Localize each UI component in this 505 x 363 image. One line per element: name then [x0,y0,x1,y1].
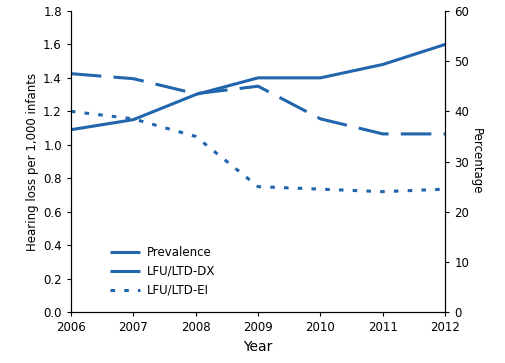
LFU/LTD-EI [317,187,323,191]
LFU/LTD-DX [317,117,323,121]
Y-axis label: Percentage: Percentage [469,128,482,195]
Prevalence [130,118,136,122]
Prevalence [192,93,198,97]
LFU/LTD-DX [379,132,385,136]
LFU/LTD-DX [441,132,447,136]
Line: Prevalence: Prevalence [71,44,444,130]
LFU/LTD-EI [192,134,198,139]
Prevalence [68,127,74,132]
LFU/LTD-EI [255,184,261,189]
Prevalence [441,42,447,46]
Prevalence [255,76,261,80]
X-axis label: Year: Year [243,340,272,354]
LFU/LTD-DX [130,77,136,81]
LFU/LTD-EI [130,117,136,121]
Line: LFU/LTD-DX: LFU/LTD-DX [71,74,444,134]
LFU/LTD-DX [68,72,74,76]
Prevalence [379,62,385,67]
LFU/LTD-EI [68,109,74,114]
LFU/LTD-EI [379,189,385,194]
LFU/LTD-DX [255,84,261,88]
Y-axis label: Hearing loss per 1,000 infants: Hearing loss per 1,000 infants [26,73,39,250]
Legend: Prevalence, LFU/LTD-DX, LFU/LTD-EI: Prevalence, LFU/LTD-DX, LFU/LTD-EI [107,242,218,300]
Prevalence [317,76,323,80]
Line: LFU/LTD-EI: LFU/LTD-EI [71,111,444,192]
LFU/LTD-EI [441,187,447,191]
LFU/LTD-DX [192,91,198,96]
